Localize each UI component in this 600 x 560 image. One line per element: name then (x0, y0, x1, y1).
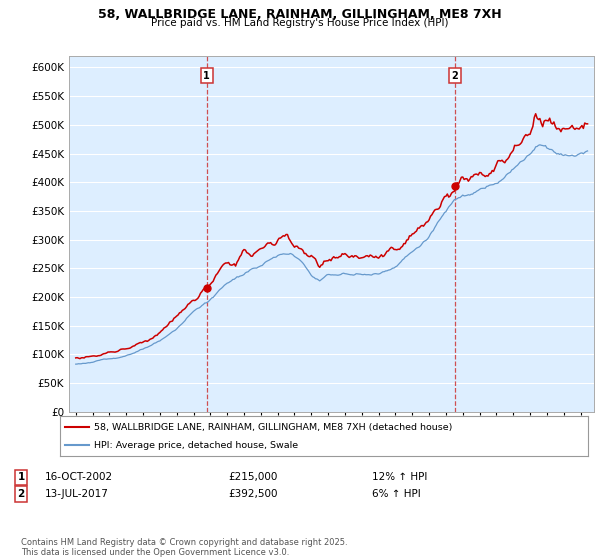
Text: £215,000: £215,000 (228, 472, 277, 482)
Text: 2: 2 (451, 71, 458, 81)
Text: 12% ↑ HPI: 12% ↑ HPI (372, 472, 427, 482)
Text: HPI: Average price, detached house, Swale: HPI: Average price, detached house, Swal… (94, 441, 298, 450)
Text: Price paid vs. HM Land Registry's House Price Index (HPI): Price paid vs. HM Land Registry's House … (151, 18, 449, 29)
Text: 58, WALLBRIDGE LANE, RAINHAM, GILLINGHAM, ME8 7XH: 58, WALLBRIDGE LANE, RAINHAM, GILLINGHAM… (98, 8, 502, 21)
Text: Contains HM Land Registry data © Crown copyright and database right 2025.
This d: Contains HM Land Registry data © Crown c… (21, 538, 347, 557)
Text: 1: 1 (203, 71, 210, 81)
Text: 1: 1 (17, 472, 25, 482)
Text: 16-OCT-2002: 16-OCT-2002 (45, 472, 113, 482)
Text: 58, WALLBRIDGE LANE, RAINHAM, GILLINGHAM, ME8 7XH (detached house): 58, WALLBRIDGE LANE, RAINHAM, GILLINGHAM… (94, 423, 452, 432)
Text: 13-JUL-2017: 13-JUL-2017 (45, 489, 109, 499)
Text: 2: 2 (17, 489, 25, 499)
Text: 6% ↑ HPI: 6% ↑ HPI (372, 489, 421, 499)
Text: £392,500: £392,500 (228, 489, 277, 499)
